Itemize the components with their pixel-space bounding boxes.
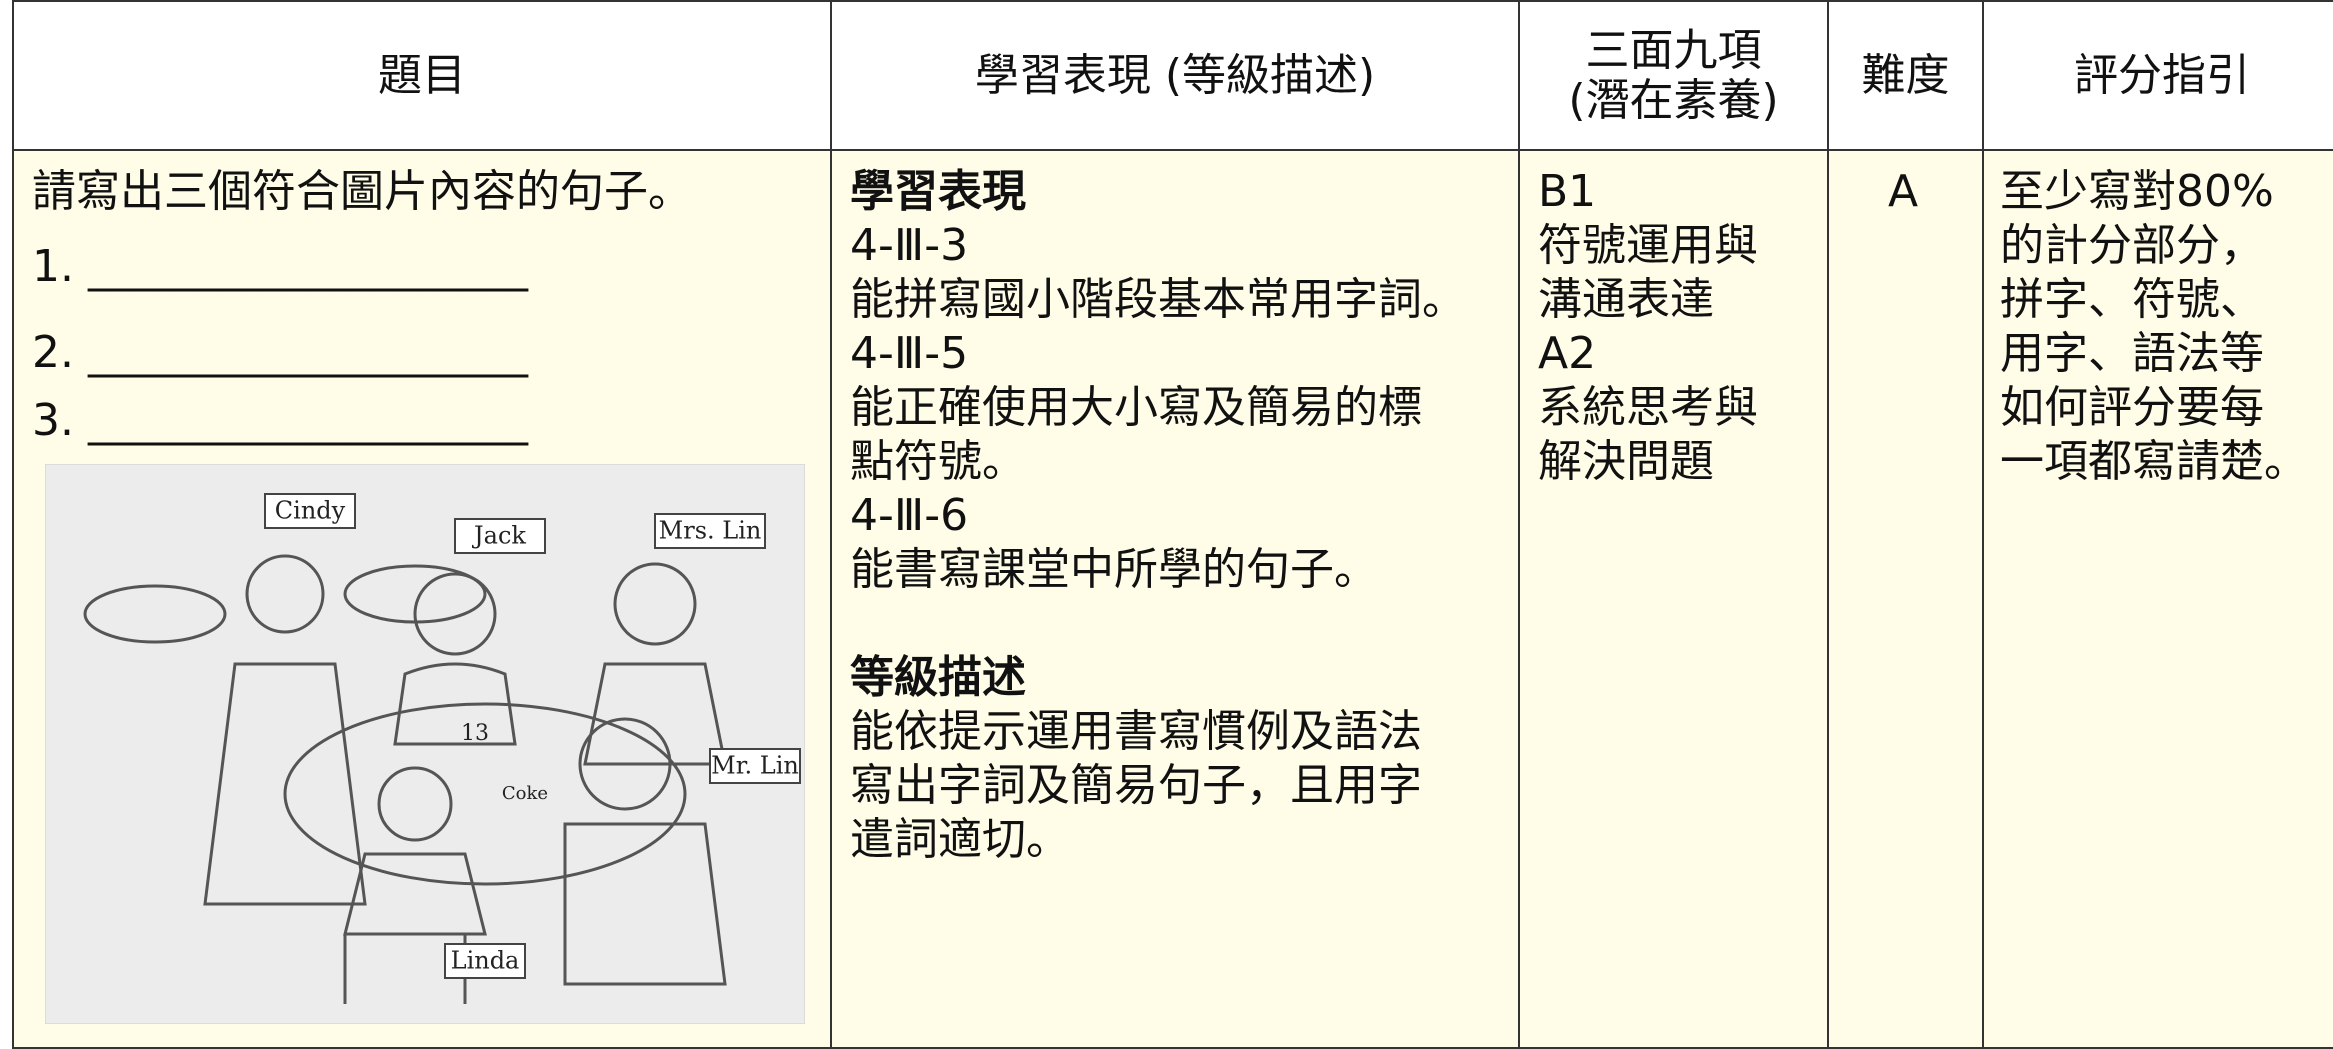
scoring-text: 至少寫對80% 的計分部分， 拼字、符號、 用字、語法等 如何評分要每 一項都寫請楚。 bbox=[2000, 165, 2308, 489]
scoring-line: 如何評分要每 bbox=[2000, 382, 2264, 433]
performance-text: 學習表現 4-Ⅲ-3 能拼寫國小階段基本常用字詞。 4-Ⅲ-5 能正確使用大小寫及簡易的… bbox=[850, 165, 1466, 867]
header-cell: 評分指引 bbox=[1982, 0, 2333, 151]
performance-line: 點符號。 bbox=[850, 436, 1026, 487]
performance-line: 4-Ⅲ-5 bbox=[850, 328, 969, 379]
difficulty-text: A bbox=[1888, 165, 1918, 219]
header-cell: 難度 bbox=[1827, 0, 1984, 151]
competency-line: 系統思考與 bbox=[1538, 382, 1758, 433]
blank: 1. ____________________ bbox=[32, 241, 528, 292]
header-text: 學習表現 (等級描述) bbox=[974, 49, 1376, 101]
grading-line: 寫出字詞及簡易句子，且用字 bbox=[850, 760, 1422, 811]
header-text: 三面九項 bbox=[1585, 24, 1762, 76]
illustration-label: Mrs. Lin bbox=[659, 517, 762, 545]
competency-line: 解決問題 bbox=[1538, 436, 1714, 487]
scoring-line: 的計分部分， bbox=[2000, 220, 2264, 271]
performance-cell bbox=[830, 149, 1520, 1049]
illustration-label: Linda bbox=[451, 947, 520, 975]
performance-line: 能書寫課堂中所學的句子。 bbox=[850, 544, 1378, 595]
illustration-label: Coke bbox=[502, 783, 548, 804]
competency-line: A2 bbox=[1538, 328, 1597, 379]
scoring-line: 一項都寫請楚。 bbox=[2000, 436, 2308, 487]
header-text: 評分指引 bbox=[2074, 49, 2250, 101]
header-cell: 三面九項 (潛在素養) bbox=[1518, 0, 1829, 151]
grading-line: 遣詞適切。 bbox=[850, 814, 1070, 865]
section-heading: 學習表現 bbox=[850, 166, 1026, 217]
header-cell: 題目 bbox=[12, 0, 832, 151]
spacer bbox=[850, 597, 1466, 651]
scoring-line: 拼字、符號、 bbox=[2000, 274, 2264, 325]
performance-line: 4-Ⅲ-3 bbox=[850, 220, 969, 271]
illustration-label: Jack bbox=[471, 522, 526, 550]
performance-line: 能正確使用大小寫及簡易的標 bbox=[850, 382, 1422, 433]
competency-text: B1 符號運用與 溝通表達 A2 系統思考與 解決問題 bbox=[1538, 165, 1758, 489]
performance-line: 能拼寫國小階段基本常用字詞。 bbox=[850, 274, 1466, 325]
header-text: 難度 bbox=[1861, 49, 1950, 101]
illustration-label: Mr. Lin bbox=[711, 752, 799, 780]
blank: 3. ____________________ bbox=[32, 395, 528, 446]
header-text: (潛在素養) bbox=[1568, 74, 1779, 126]
illustration-label: Cindy bbox=[275, 497, 346, 525]
competency-line: 符號運用與 bbox=[1538, 220, 1758, 271]
prompt: 請寫出三個符合圖片內容的句子。 bbox=[32, 166, 692, 217]
competency-line: 溝通表達 bbox=[1538, 274, 1714, 325]
section-heading: 等級描述 bbox=[850, 652, 1026, 703]
illustration: Cindy Jack Mrs. Lin Mr. Lin Linda Coke 1… bbox=[45, 464, 805, 1024]
difficulty-cell bbox=[1827, 149, 1984, 1049]
header-cell: 學習表現 (等級描述) bbox=[830, 0, 1520, 151]
illustration-label: 13 bbox=[461, 721, 489, 746]
performance-line: 4-Ⅲ-6 bbox=[850, 490, 969, 541]
grading-line: 能依提示運用書寫慣例及語法 bbox=[850, 706, 1422, 757]
competency-line: B1 bbox=[1538, 166, 1597, 217]
scoring-line: 至少寫對80% bbox=[2000, 166, 2274, 217]
header-text: 題目 bbox=[378, 49, 466, 101]
difficulty: A bbox=[1888, 166, 1919, 217]
scoring-cell bbox=[1982, 149, 2333, 1049]
blank: 2. ____________________ bbox=[32, 327, 528, 378]
scoring-line: 用字、語法等 bbox=[2000, 328, 2264, 379]
